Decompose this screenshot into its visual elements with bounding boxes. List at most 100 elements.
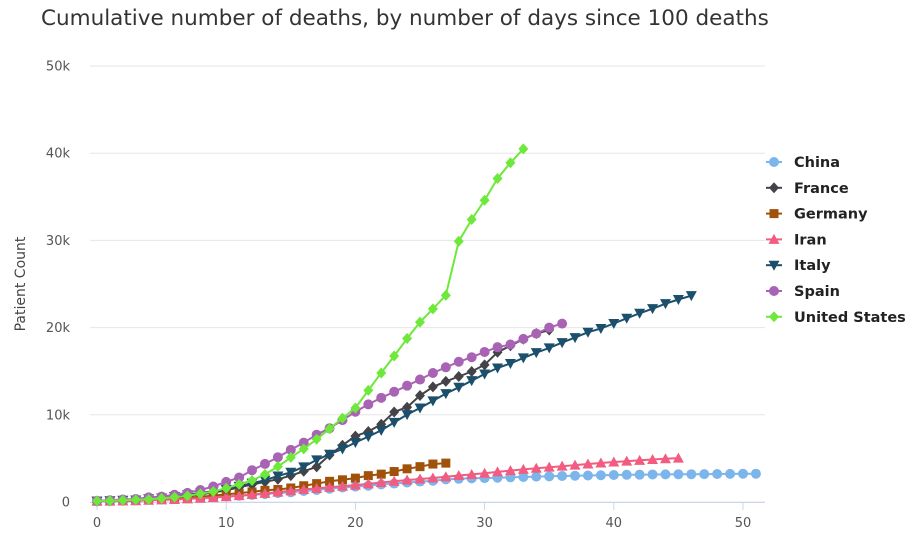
legend-item-iran[interactable]: Iran — [766, 232, 827, 248]
data-point-iran — [634, 454, 646, 465]
data-point-iran — [672, 452, 684, 463]
data-point-italy — [336, 444, 348, 455]
series-line-spain — [96, 322, 564, 502]
data-point-iran — [647, 454, 659, 465]
data-point-united-states — [92, 495, 102, 507]
data-point-italy — [634, 308, 646, 319]
data-point-italy — [298, 462, 310, 473]
data-point-france — [479, 359, 490, 371]
data-point-iran — [336, 480, 348, 491]
legend-label: Spain — [794, 284, 840, 300]
data-point-iran — [492, 466, 504, 477]
legend-item-united-states[interactable]: United States — [766, 310, 906, 326]
data-point-china — [725, 468, 736, 479]
data-point-iran — [272, 486, 284, 497]
legend-item-germany[interactable]: Germany — [766, 207, 868, 223]
data-point-china — [712, 468, 723, 479]
data-point-iran — [298, 484, 310, 495]
data-point-iran — [207, 492, 219, 503]
series-china — [92, 468, 761, 507]
legend-item-france[interactable]: France — [766, 181, 849, 197]
data-point-united-states — [221, 482, 232, 494]
data-point-spain — [427, 368, 438, 379]
data-point-united-states — [234, 478, 245, 490]
data-point-france — [402, 401, 413, 413]
legend: China France Germany Iran Italy Spain United S… — [766, 155, 906, 326]
data-point-italy — [608, 319, 620, 330]
data-point-italy — [504, 358, 516, 369]
legend-swatch-marker — [769, 311, 779, 323]
data-point-spain — [272, 452, 283, 463]
data-point-china — [738, 468, 748, 479]
data-point-italy — [582, 327, 594, 338]
data-point-spain — [518, 333, 529, 344]
legend-swatch-marker — [769, 209, 779, 219]
data-point-iran — [517, 463, 529, 474]
data-point-united-states — [350, 402, 361, 414]
data-point-germany — [350, 473, 360, 483]
legend-swatch-marker — [769, 157, 779, 167]
data-point-italy — [672, 294, 684, 305]
data-point-iran — [375, 477, 387, 488]
data-point-italy — [659, 299, 671, 310]
data-point-france — [440, 375, 451, 387]
legend-item-spain[interactable]: Spain — [766, 284, 840, 300]
data-point-italy — [349, 438, 361, 449]
data-point-spain — [285, 444, 296, 455]
data-point-france — [415, 390, 425, 402]
data-point-china — [699, 469, 710, 480]
y-tick-label: 40k — [46, 147, 71, 162]
data-point-united-states — [195, 488, 206, 500]
data-point-italy — [647, 304, 659, 315]
data-point-germany — [415, 462, 425, 472]
legend-item-italy[interactable]: Italy — [766, 258, 831, 274]
legend-label: Italy — [794, 258, 831, 274]
data-point-united-states — [298, 443, 309, 455]
data-point-china — [686, 469, 697, 480]
data-point-iran — [659, 453, 671, 464]
series-united-states — [92, 143, 529, 507]
data-point-iran — [595, 457, 607, 468]
data-point-italy — [685, 291, 697, 302]
data-point-spain — [402, 380, 413, 391]
data-point-italy — [259, 475, 271, 486]
x-tick-label: 30 — [476, 516, 493, 531]
data-point-germany — [428, 459, 438, 469]
x-tick-label: 0 — [93, 516, 101, 531]
data-point-united-states — [505, 157, 516, 169]
data-point-italy — [543, 343, 555, 354]
data-point-spain — [221, 476, 232, 487]
x-tick-label: 10 — [218, 516, 235, 531]
data-point-france — [311, 461, 322, 473]
data-point-united-states — [466, 213, 477, 225]
y-tick-label: 30k — [46, 234, 71, 249]
legend-label: China — [794, 155, 840, 171]
data-point-italy — [311, 455, 323, 466]
data-point-spain — [247, 465, 258, 476]
legend-swatch-marker — [769, 182, 779, 194]
data-point-spain — [415, 374, 425, 385]
data-point-iran — [220, 491, 232, 502]
legend-swatch-marker — [769, 286, 779, 296]
x-axis: 0 10 20 30 40 50 — [90, 502, 765, 531]
data-point-france — [427, 381, 438, 393]
legend-label: United States — [794, 310, 906, 326]
data-point-china — [518, 471, 529, 482]
data-point-iran — [608, 456, 620, 467]
data-point-iran — [530, 462, 542, 473]
legend-label: France — [794, 181, 849, 197]
data-point-spain — [505, 339, 516, 350]
data-point-united-states — [208, 485, 219, 497]
data-point-iran — [543, 461, 555, 472]
data-point-china — [544, 471, 555, 482]
data-point-united-states — [518, 143, 529, 155]
grid-lines — [90, 65, 765, 503]
x-tick-label: 50 — [735, 516, 752, 531]
legend-item-china[interactable]: China — [766, 155, 840, 171]
data-point-china — [582, 470, 593, 481]
data-point-united-states — [143, 493, 154, 505]
series-line-united-states — [96, 147, 525, 503]
data-point-iran — [285, 485, 297, 496]
data-point-iran — [453, 470, 465, 481]
y-tick-label: 0 — [62, 496, 70, 511]
